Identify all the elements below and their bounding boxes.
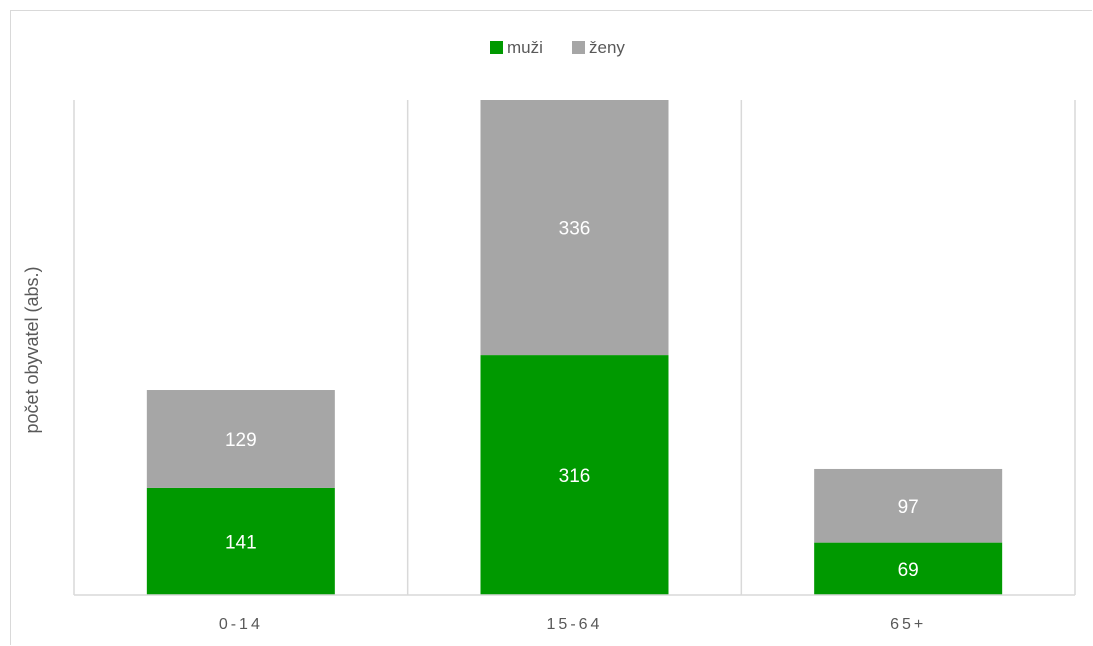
- chart-frame: [10, 10, 1092, 645]
- legend-swatch-muzi: [490, 41, 503, 54]
- data-label-muzi-65+: 69: [898, 560, 919, 581]
- legend-label-zeny: ženy: [589, 38, 625, 57]
- bar-zeny-65+: [814, 468, 1003, 543]
- bar-muzi-0-14: [146, 487, 335, 595]
- bar-muzi-15-64: [480, 355, 669, 595]
- x-tick-label-65+: 65+: [890, 616, 926, 633]
- data-label-muzi-0-14: 141: [225, 532, 257, 553]
- legend: muži ženy: [490, 38, 625, 57]
- gridlines: [73, 100, 1076, 595]
- data-label-zeny-15-64: 336: [559, 219, 591, 240]
- data-labels: 141 129 316 336 69 97: [225, 219, 919, 581]
- x-tick-label-15-64: 15-64: [547, 616, 603, 633]
- legend-swatch-zeny: [572, 41, 585, 54]
- x-tick-label-0-14: 0-14: [219, 616, 263, 633]
- y-axis-label: počet obyvatel (abs.): [22, 266, 42, 433]
- x-tick-labels: 0-14 15-64 65+: [219, 616, 926, 633]
- data-label-zeny-0-14: 129: [225, 430, 257, 451]
- bar-muzi-65+: [814, 542, 1003, 595]
- data-label-muzi-15-64: 316: [559, 466, 591, 487]
- bar-zeny-0-14: [146, 390, 335, 488]
- data-label-zeny-65+: 97: [898, 497, 919, 518]
- bars: [146, 100, 1003, 595]
- bar-zeny-15-64: [480, 100, 669, 356]
- legend-label-muzi: muži: [507, 38, 543, 57]
